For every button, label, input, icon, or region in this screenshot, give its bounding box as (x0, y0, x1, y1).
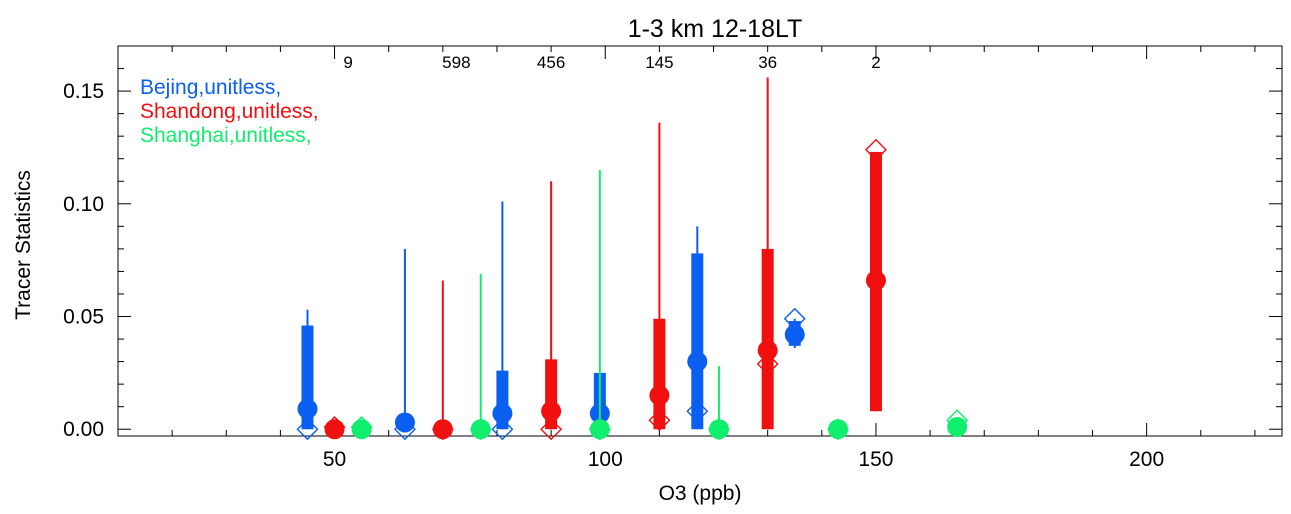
count-label: 145 (645, 53, 673, 72)
y-tick-label: 0.00 (63, 418, 104, 441)
count-label: 598 (442, 53, 470, 72)
median-marker (324, 419, 345, 440)
count-label: 456 (537, 53, 565, 72)
median-marker (394, 412, 415, 433)
count-labels: 9 598 456 145 36 2 (343, 53, 880, 72)
mean-marker (540, 418, 563, 441)
x-tick-label: 100 (588, 448, 623, 471)
median-marker (947, 416, 968, 437)
median-marker (470, 419, 491, 440)
median-marker (708, 419, 729, 440)
mean-marker (296, 418, 319, 441)
x-tick-label: 200 (1129, 448, 1164, 471)
series-layer (296, 77, 969, 441)
median-marker (828, 419, 849, 440)
median-marker (351, 419, 372, 440)
legend-entry: Shanghai,unitless, (140, 124, 312, 147)
legend-entry: Bejing,unitless, (140, 76, 281, 99)
iqr-bar (761, 248, 774, 430)
mean-marker (491, 418, 514, 441)
x-axis-title: O3 (ppb) (659, 482, 742, 505)
y-tick-label: 0.15 (63, 80, 104, 103)
series-group (323, 77, 887, 441)
median-marker (687, 351, 708, 372)
median-marker (784, 324, 805, 345)
y-tick-label: 0.10 (63, 193, 104, 216)
y-axis-title: Tracer Statistics (12, 170, 35, 320)
y-tick-label: 0.05 (63, 306, 104, 329)
count-label: 36 (758, 53, 777, 72)
median-marker (589, 419, 610, 440)
median-marker (541, 401, 562, 422)
count-label: 2 (871, 53, 880, 72)
plot-frame (117, 45, 1283, 437)
axes: 50 100 150 200 0.00 0.05 0.10 0.15 (63, 45, 1283, 471)
median-marker (492, 403, 513, 424)
mean-marker (756, 352, 779, 375)
x-tick-label: 50 (323, 448, 346, 471)
iqr-bar (691, 253, 704, 430)
mean-marker (864, 138, 887, 161)
median-marker (649, 385, 670, 406)
legend: Bejing,unitless,Shandong,unitless,Shangh… (140, 76, 319, 147)
median-marker (865, 270, 886, 291)
mean-marker (686, 400, 709, 423)
median-marker (757, 340, 778, 361)
series-group (296, 201, 806, 441)
series-group (350, 169, 969, 441)
median-marker (432, 419, 453, 440)
count-label: 9 (343, 53, 352, 72)
iqr-bar (653, 318, 666, 430)
chart-title: 1-3 km 12-18LT (628, 15, 803, 43)
median-marker (297, 398, 318, 419)
mean-marker (648, 409, 671, 432)
x-tick-label: 150 (858, 448, 893, 471)
legend-entry: Shandong,unitless, (140, 100, 319, 123)
